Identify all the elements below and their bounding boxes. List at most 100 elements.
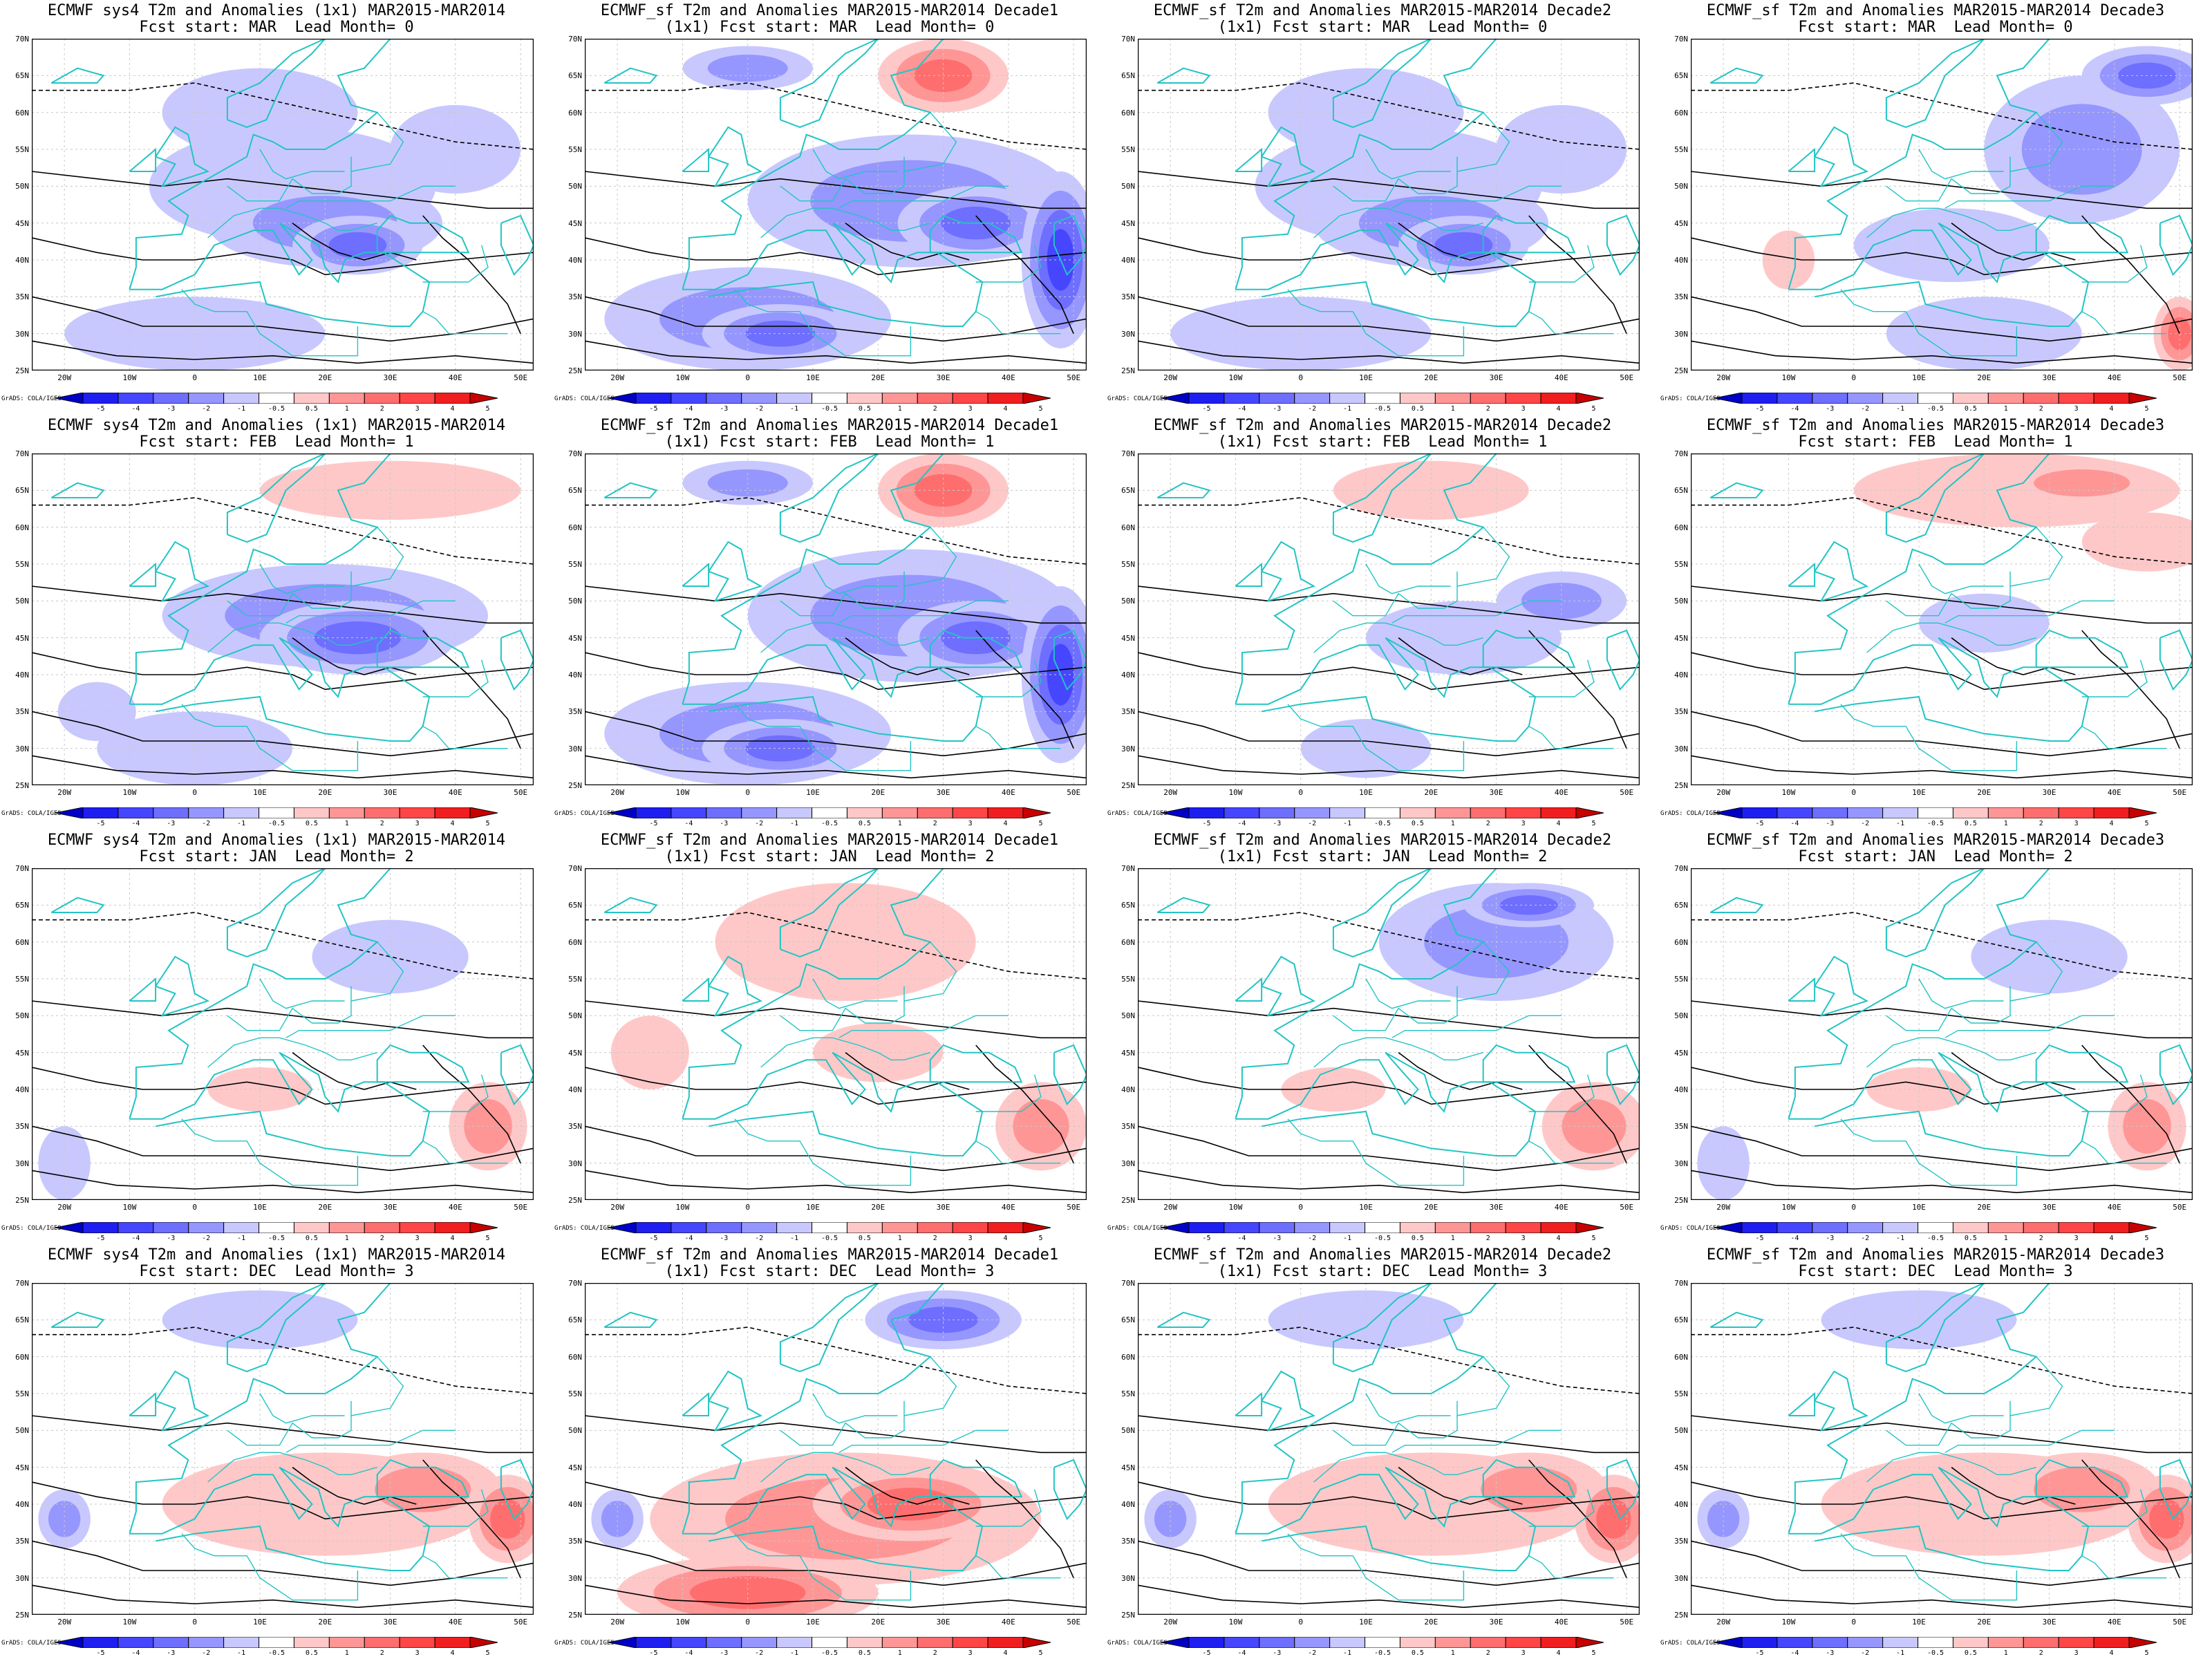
- colorbar-swatch: [1365, 1637, 1400, 1648]
- map-border: [585, 453, 1087, 785]
- country-border: [975, 245, 1042, 283]
- country-border: [1391, 1430, 1562, 1453]
- latitude-label: 30N: [1674, 1573, 1688, 1583]
- country-border: [760, 622, 930, 653]
- temperature-contour: [32, 1067, 534, 1105]
- longitude-label: 20W: [1716, 1203, 1731, 1212]
- temperature-contour: [1398, 1052, 1523, 1090]
- colorbar-swatch: [987, 1222, 1024, 1233]
- country-border: [1528, 659, 1595, 697]
- longitude-label: 20W: [1163, 1618, 1178, 1627]
- colorbar-swatch: [776, 1637, 813, 1648]
- panel-title-line1: ECMWF_sf T2m and Anomalies MAR2015-MAR20…: [1153, 1246, 1612, 1264]
- coastline: [1788, 222, 2090, 327]
- colorbar-label: 2: [2038, 405, 2043, 413]
- colorbar-label: 1: [897, 1649, 902, 1657]
- latitude-label: 45N: [1674, 1048, 1688, 1058]
- coastline: [1788, 868, 2050, 1119]
- panel-title-line2: Fcst start: DEC Lead Month= 3: [139, 1263, 414, 1280]
- temperature-contour: [292, 223, 417, 261]
- coastline: [603, 897, 658, 913]
- coastline: [129, 1051, 431, 1156]
- country-border: [350, 112, 404, 172]
- colorbar-swatch: [1470, 807, 1506, 818]
- coastline: [1709, 897, 1764, 913]
- temperature-contour: [1138, 1584, 1640, 1609]
- coastline: [226, 1283, 326, 1373]
- colorbar-swatch: [1434, 1637, 1471, 1648]
- coastline: [1235, 222, 1537, 327]
- country-border: [1866, 1037, 2036, 1068]
- country-border: [812, 978, 898, 1009]
- temperature-contour: [32, 912, 534, 980]
- colorbar-label: -3: [1826, 1235, 1835, 1242]
- coastline: [682, 222, 984, 327]
- country-border: [1944, 1430, 2115, 1453]
- map-frame: [1691, 1283, 2193, 1615]
- coastline: [1482, 1459, 1576, 1498]
- colorbar-label: -0.5: [268, 1649, 285, 1657]
- colorbar-label: -0.5: [268, 1235, 285, 1242]
- latitude-label: 60N: [1121, 1352, 1135, 1362]
- country-border: [975, 659, 1042, 697]
- colorbar: [1161, 807, 1604, 818]
- country-border: [760, 207, 930, 238]
- latitude-label: 40N: [568, 1500, 582, 1509]
- coastline: [1235, 637, 1537, 742]
- colorbar-swatch: [1812, 393, 1848, 404]
- coastline: [682, 868, 944, 1119]
- country-border: [1313, 622, 1483, 653]
- country-border: [975, 726, 1061, 749]
- colorbar-swatch: [223, 1637, 260, 1648]
- temperature-contour: [1691, 1540, 2193, 1586]
- panel-title-line2: Fcst start: MAR Lead Month= 0: [1798, 19, 2073, 36]
- latitude-label: 70N: [1121, 1279, 1135, 1288]
- coastline: [1235, 1283, 1497, 1534]
- latitude-label: 65N: [568, 486, 582, 496]
- colorbar-swatch: [2093, 1222, 2130, 1233]
- map-panel: ECMWF_sf T2m and Anomalies MAR2015-MAR20…: [1106, 0, 1659, 415]
- colorbar-swatch: [1777, 807, 1813, 818]
- colorbar-swatch: [434, 1222, 471, 1233]
- coastline: [1788, 637, 2090, 742]
- coastline: [1235, 868, 1497, 1119]
- colorbar-label: -1: [1896, 1649, 1905, 1657]
- anomaly-map: [585, 868, 1087, 1200]
- coastline: [1814, 1370, 1869, 1432]
- temperature-contour: [32, 1481, 534, 1520]
- colorbar-label: 0.5: [1964, 820, 1977, 827]
- country-border: [1528, 1141, 1614, 1164]
- colorbar-label: -2: [755, 1649, 764, 1657]
- temperature-contour: [1138, 1067, 1640, 1105]
- coastline: [1788, 1051, 2090, 1156]
- longitude-label: 50E: [514, 788, 528, 797]
- colorbar-swatch: [671, 393, 707, 404]
- map-panel: ECMWF sys4 T2m and Anomalies (1x1) MAR20…: [0, 830, 553, 1244]
- longitude-label: 30E: [383, 373, 397, 382]
- colorbar-label: 4: [450, 1235, 455, 1242]
- colorbar-label: 3: [2074, 405, 2079, 413]
- colorbar-swatch: [846, 1222, 883, 1233]
- latitude-label: 35N: [1121, 1122, 1135, 1132]
- longitude-label: 10E: [1359, 1203, 1373, 1212]
- latitude-label: 25N: [1121, 781, 1135, 790]
- longitude-label: 10W: [675, 373, 690, 382]
- coastline: [50, 67, 105, 84]
- temperature-contour: [585, 171, 1087, 209]
- temperature-contour: [585, 340, 1087, 364]
- country-border: [760, 1037, 930, 1068]
- colorbar-label: 3: [968, 820, 973, 827]
- map-frame: [32, 453, 534, 785]
- colorbar-swatch: [1365, 807, 1400, 818]
- colorbar-label: -4: [1237, 820, 1246, 827]
- map-frame: [585, 868, 1087, 1200]
- coastline: [50, 1311, 105, 1328]
- temperature-contour: [2081, 630, 2180, 749]
- country-border: [181, 704, 359, 771]
- colorbar-label: 2: [379, 1235, 384, 1242]
- colorbar-label: 1: [2003, 820, 2008, 827]
- colorbar-label: -5: [96, 820, 105, 827]
- longitude-label: 40E: [1554, 1618, 1568, 1627]
- coastline: [1788, 1283, 2050, 1534]
- colorbar-swatch: [1882, 1637, 1919, 1648]
